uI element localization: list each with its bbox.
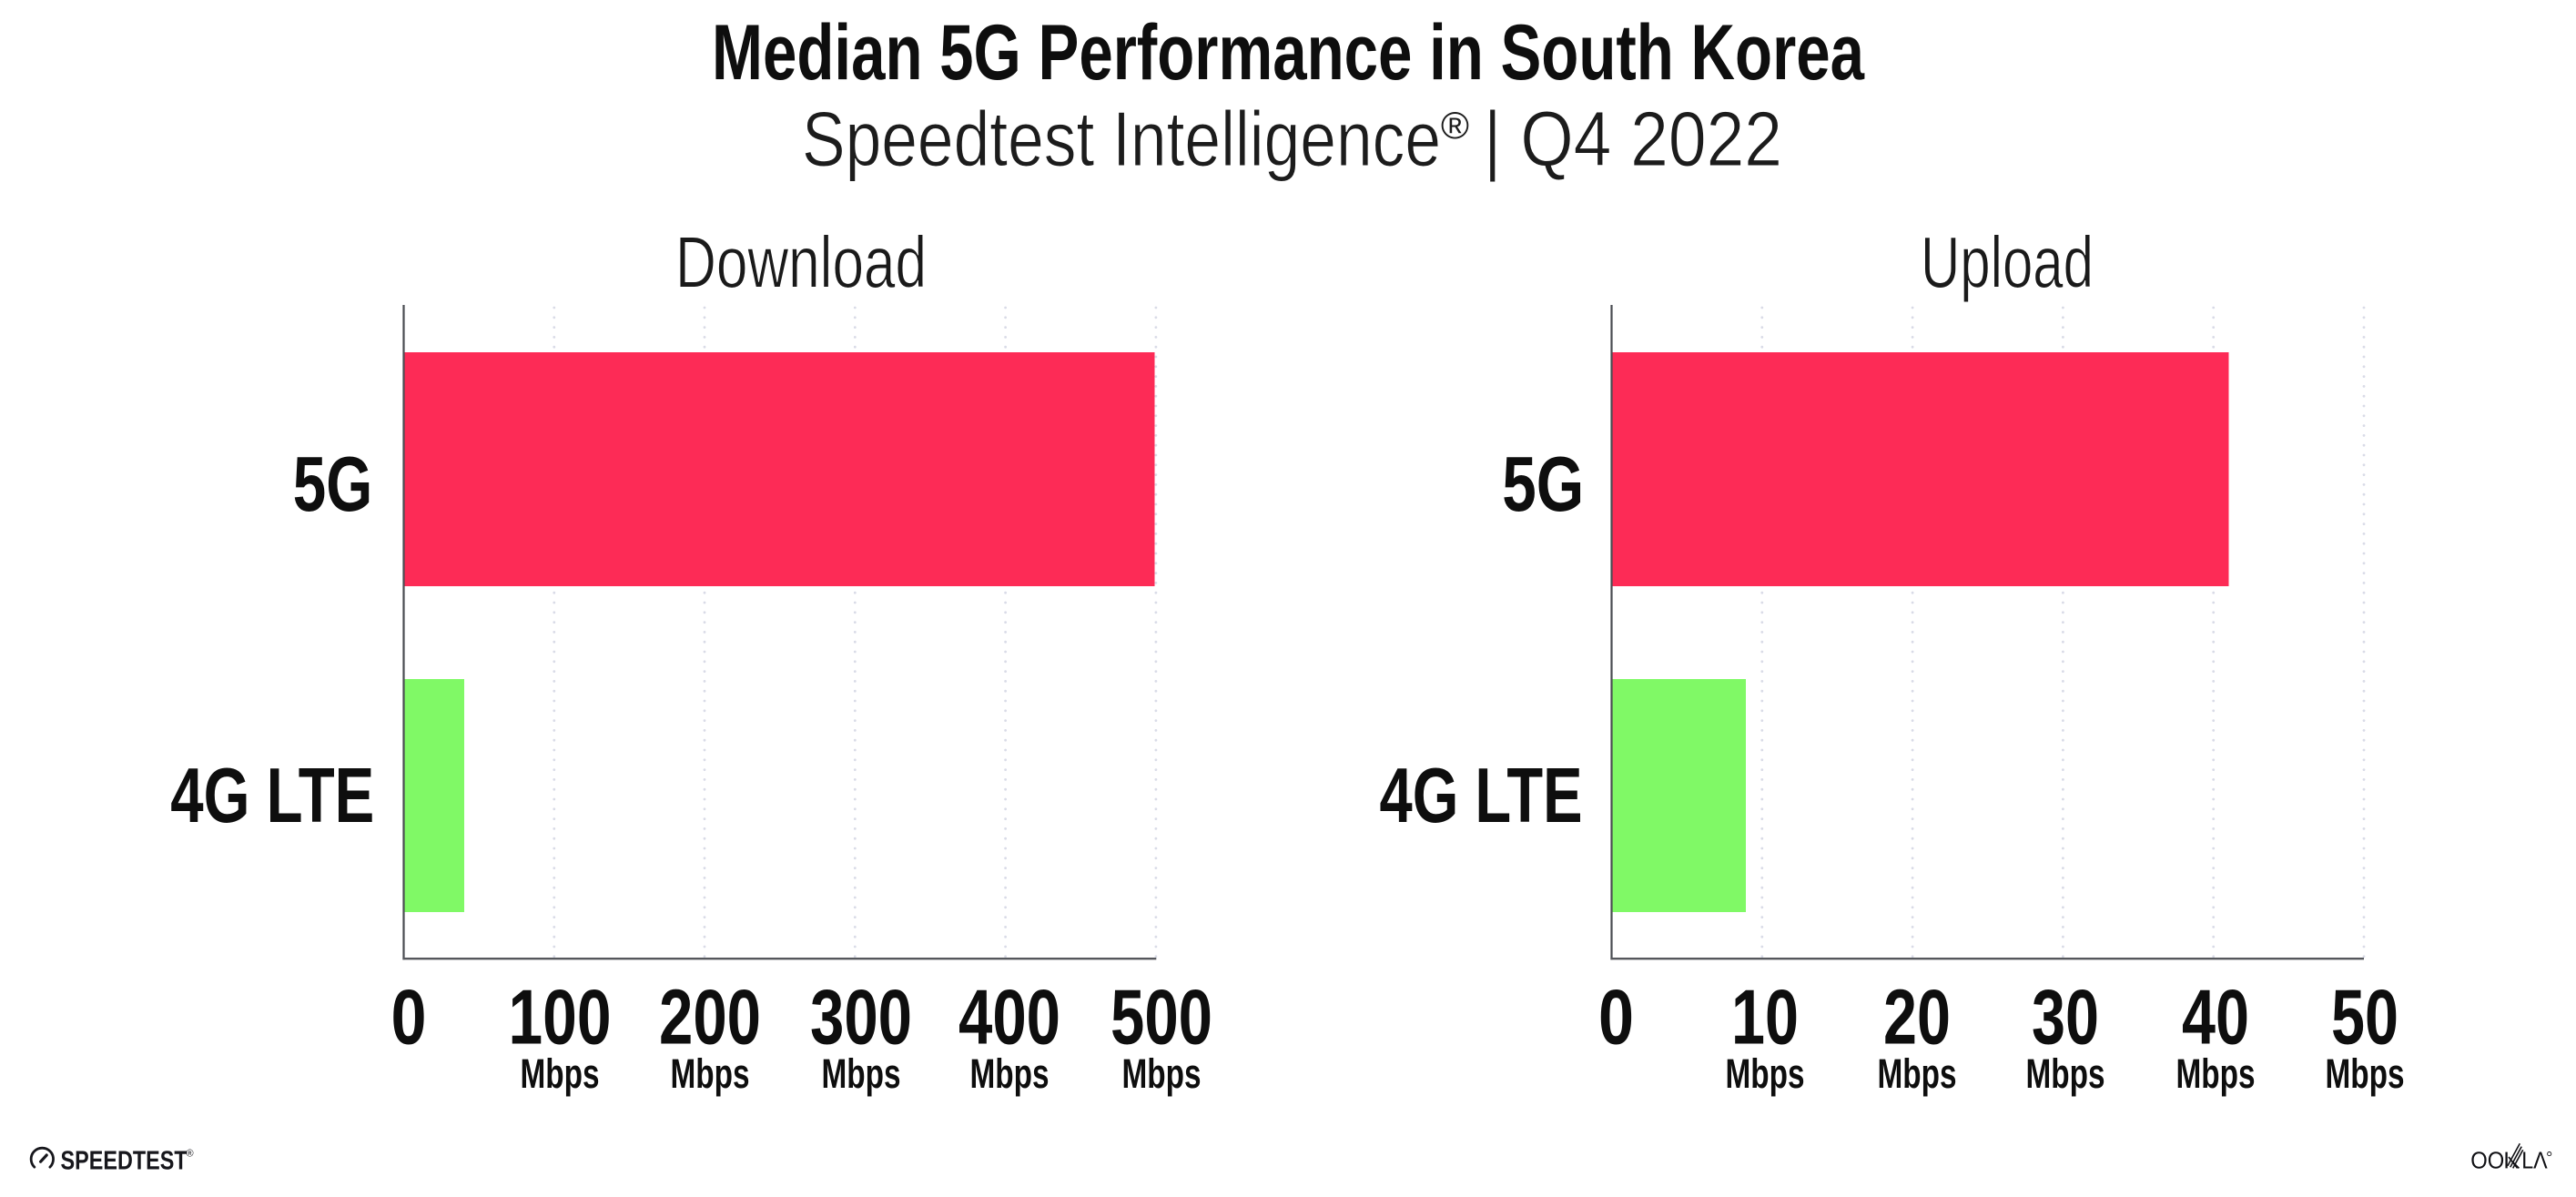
svg-text:400: 400	[958, 975, 1060, 1061]
svg-text:10: 10	[1731, 975, 1799, 1061]
svg-text:Mbps: Mbps	[970, 1050, 1050, 1097]
svg-text:Mbps: Mbps	[2026, 1050, 2105, 1097]
svg-text:Mbps: Mbps	[1878, 1050, 1957, 1097]
svg-text:5G: 5G	[1502, 441, 1584, 528]
svg-text:Mbps: Mbps	[1122, 1050, 1202, 1097]
svg-text:Upload: Upload	[1921, 222, 2094, 303]
svg-text:20: 20	[1883, 975, 1951, 1061]
svg-text:300: 300	[810, 975, 912, 1061]
svg-text:Download: Download	[675, 222, 927, 303]
svg-text:100: 100	[509, 975, 612, 1061]
svg-text:30: 30	[2032, 975, 2099, 1061]
svg-text:500: 500	[1111, 975, 1212, 1061]
svg-text:OO: OO	[2470, 1148, 2504, 1173]
svg-text:Mbps: Mbps	[521, 1050, 600, 1097]
svg-text:SPEEDTEST: SPEEDTEST	[61, 1146, 188, 1175]
svg-text:0: 0	[391, 975, 427, 1061]
svg-text:5G: 5G	[293, 441, 373, 528]
svg-text:LΛ: LΛ	[2521, 1148, 2548, 1173]
svg-text:®: ®	[187, 1149, 194, 1160]
svg-text:Mbps: Mbps	[2176, 1050, 2256, 1097]
svg-text:4G LTE: 4G LTE	[170, 753, 374, 839]
svg-text:Mbps: Mbps	[2326, 1050, 2405, 1097]
svg-text:Mbps: Mbps	[822, 1050, 901, 1097]
svg-text:Speedtest Intelligence: Speedtest Intelligence	[802, 96, 1441, 183]
svg-text:Mbps: Mbps	[1726, 1050, 1805, 1097]
svg-text:40: 40	[2182, 975, 2249, 1061]
svg-text:200: 200	[659, 975, 761, 1061]
svg-text:Median 5G Performance in South: Median 5G Performance in South Korea	[712, 9, 1865, 96]
svg-text:| Q4 2022: | Q4 2022	[1484, 96, 1782, 183]
svg-text:50: 50	[2331, 975, 2399, 1061]
svg-text:4G LTE: 4G LTE	[1380, 753, 1583, 839]
svg-text:®: ®	[1441, 104, 1469, 147]
svg-text:Mbps: Mbps	[671, 1050, 750, 1097]
svg-text:0: 0	[1598, 975, 1634, 1061]
